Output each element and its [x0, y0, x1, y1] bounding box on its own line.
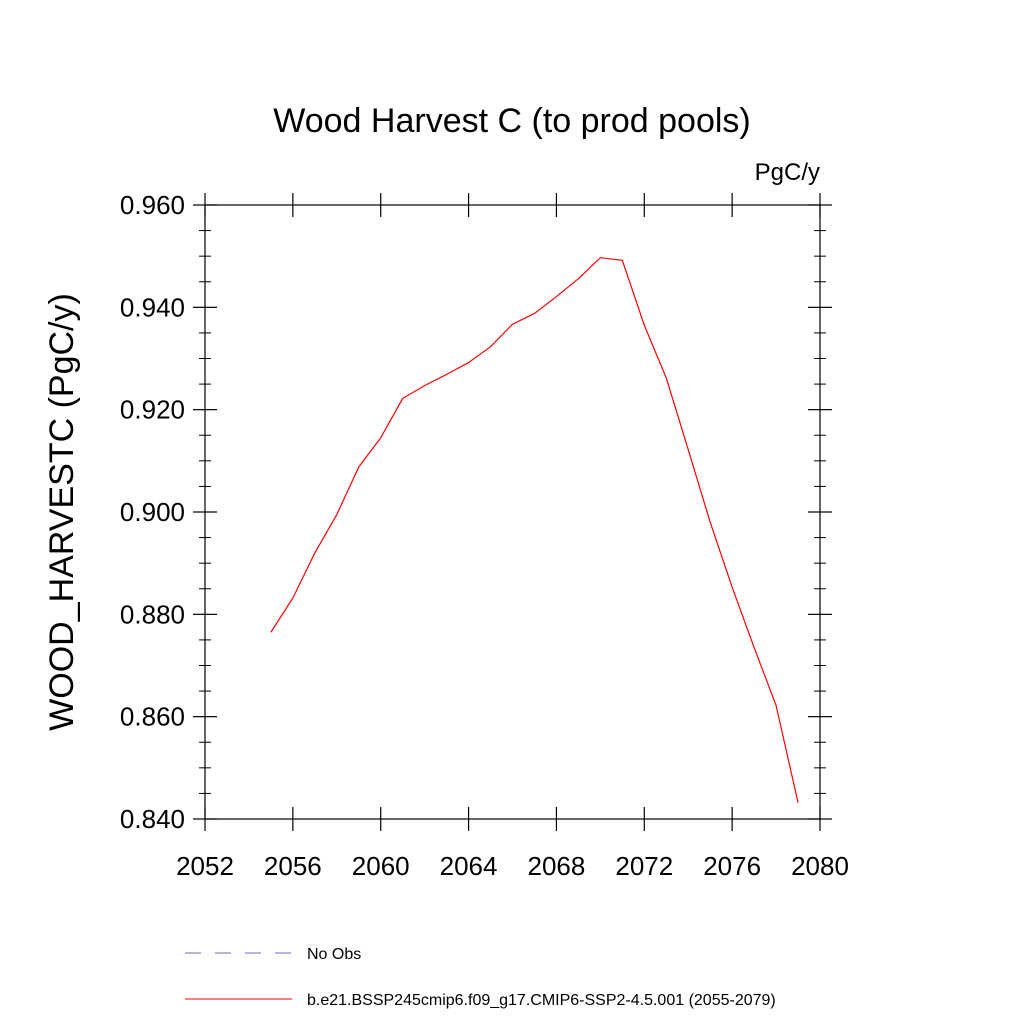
x-tick-label: 2072 — [615, 851, 673, 881]
y-tick-label: 0.840 — [120, 804, 185, 834]
y-axis-label: WOOD_HARVESTC (PgC/y) — [43, 293, 81, 731]
series-lines — [270, 257, 799, 803]
y-tick-label: 0.860 — [120, 702, 185, 732]
legend-label-no-obs: No Obs — [307, 946, 361, 963]
y-tick-label: 0.900 — [120, 497, 185, 527]
y-tick-label: 0.880 — [120, 599, 185, 629]
x-tick-label: 2068 — [528, 851, 586, 881]
x-tick-label: 2064 — [440, 851, 498, 881]
legend-label-model: b.e21.BSSP245cmip6.f09_g17.CMIP6-SSP2-4.… — [307, 992, 776, 1009]
axis-ticks — [193, 193, 832, 831]
y-tick-label: 0.940 — [120, 292, 185, 322]
chart-title: Wood Harvest C (to prod pools) — [273, 102, 750, 140]
x-tick-label: 2056 — [264, 851, 322, 881]
y-tick-label: 0.920 — [120, 395, 185, 425]
series-line-1 — [270, 257, 799, 803]
x-tick-label: 2080 — [791, 851, 849, 881]
plot-frame — [204, 204, 821, 820]
tick-labels: 2052 2056 2060 2064 2068 2072 2076 2080 0.840 0.8… — [120, 190, 849, 881]
legend: No Obs b.e21.BSSP245cmip6.f09_g17.CMIP6-… — [185, 946, 776, 1009]
x-tick-label: 2052 — [176, 851, 234, 881]
y-tick-label: 0.960 — [120, 190, 185, 220]
x-tick-label: 2076 — [703, 851, 761, 881]
x-tick-label: 2060 — [352, 851, 410, 881]
units-label: PgC/y — [755, 159, 820, 186]
